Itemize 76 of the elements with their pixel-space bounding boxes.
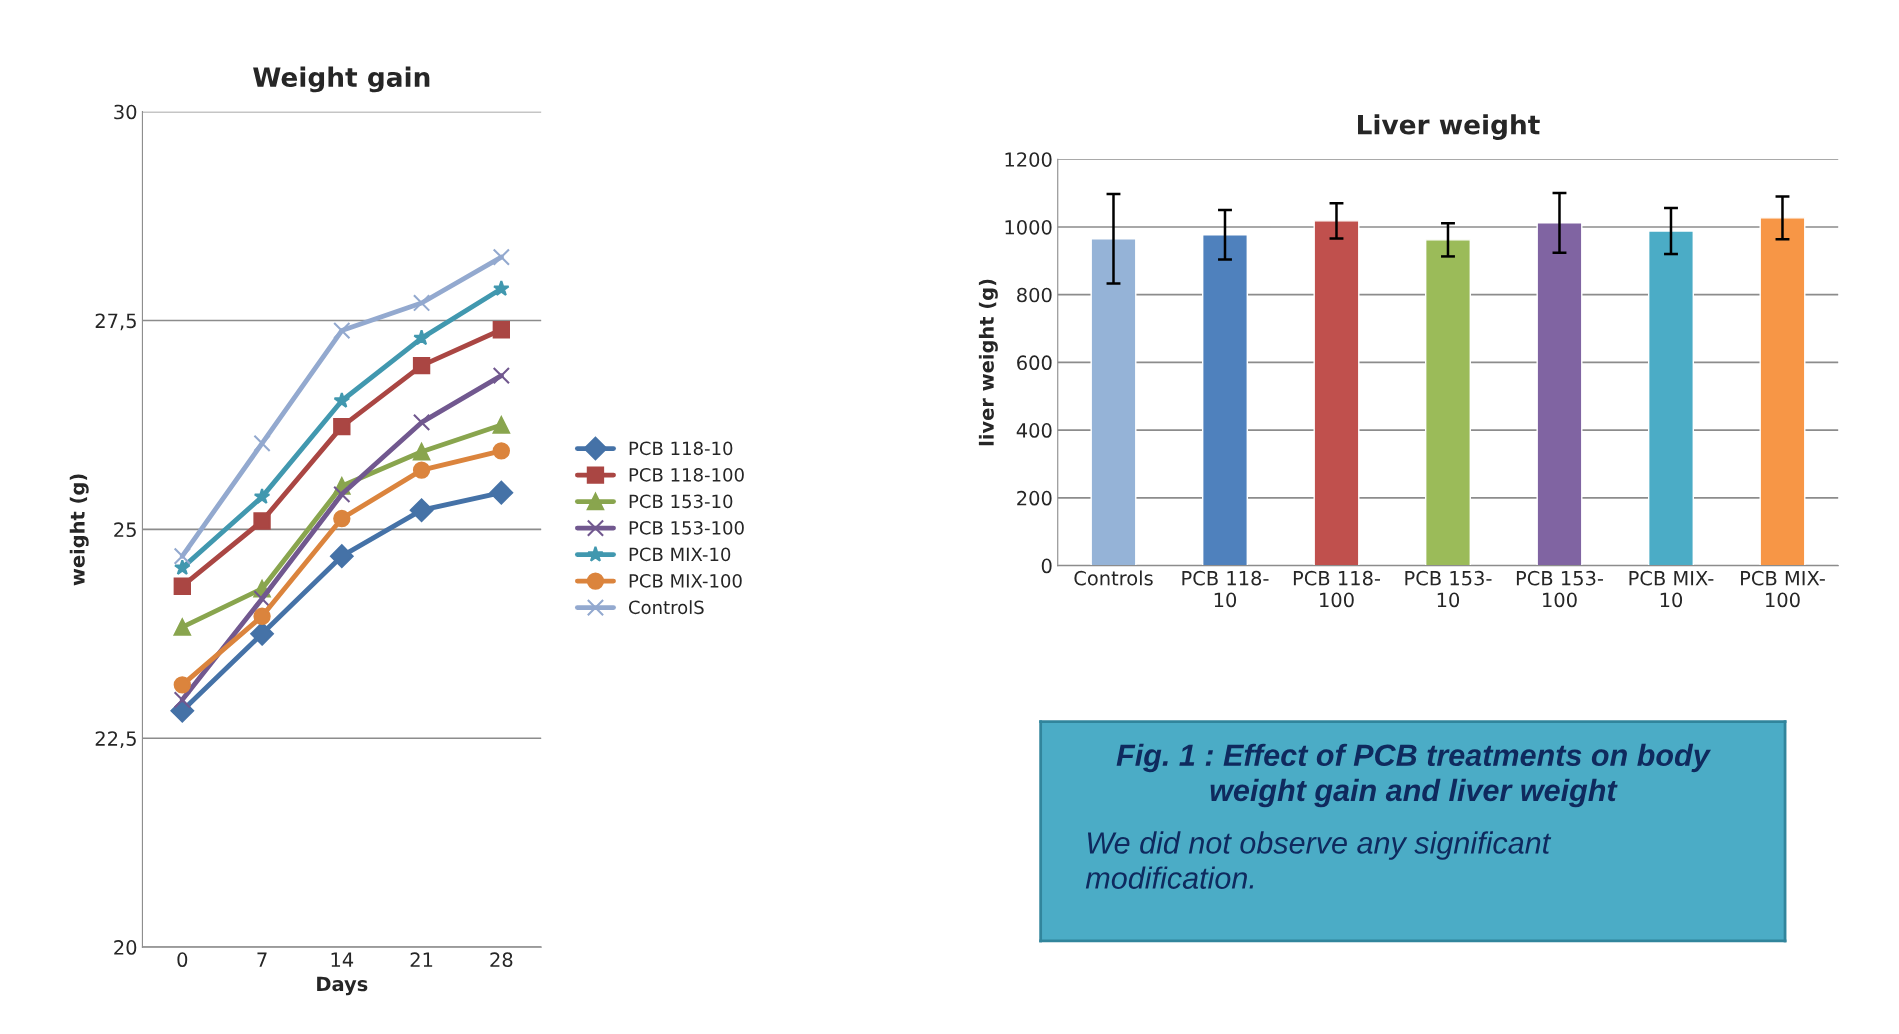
x-axis-title: Days bbox=[317, 976, 368, 996]
bar bbox=[1759, 217, 1806, 566]
point bbox=[333, 509, 351, 528]
y-tick-label: 0 bbox=[1041, 558, 1052, 574]
y-tick-label: 200 bbox=[1017, 490, 1052, 506]
y-axis-title: liver weight (g) bbox=[978, 279, 998, 446]
point bbox=[333, 392, 351, 408]
y-axis-title: weight (g) bbox=[69, 474, 89, 586]
legend-label: PCB MIX-10 bbox=[629, 547, 731, 562]
point bbox=[412, 461, 431, 479]
bar bbox=[1201, 234, 1248, 566]
point bbox=[253, 434, 271, 453]
y-tick-label: 1000 bbox=[1005, 219, 1052, 235]
x-tick-label: 14 bbox=[331, 952, 354, 967]
legend-label: ControlS bbox=[628, 600, 704, 615]
y-tick-label: 800 bbox=[1017, 287, 1052, 303]
point bbox=[173, 618, 191, 636]
point bbox=[250, 622, 274, 646]
y-tick-label: 22,5 bbox=[95, 731, 136, 748]
bar bbox=[1090, 238, 1137, 566]
y-tick-label: 1200 bbox=[1005, 152, 1052, 167]
point bbox=[173, 691, 191, 709]
point bbox=[493, 280, 510, 297]
point bbox=[409, 498, 434, 523]
point bbox=[253, 607, 271, 625]
point bbox=[492, 442, 511, 460]
bar bbox=[1313, 220, 1360, 566]
point bbox=[412, 294, 431, 312]
x-tick-label: PCB 118-100 bbox=[1293, 570, 1381, 608]
text: Fig. 1 : Effect of PCB treatments on body weight gain and liver weight bbox=[1116, 743, 1711, 808]
chart-title: Weight gain bbox=[253, 66, 430, 93]
text: We did not observe any significant modification. bbox=[1085, 831, 1552, 889]
x-tick-label: PCB 153-10 bbox=[1405, 570, 1492, 608]
point bbox=[173, 547, 191, 565]
y-tick-label: 20 bbox=[114, 940, 137, 955]
point bbox=[333, 485, 351, 503]
point bbox=[174, 559, 191, 576]
x-tick-label: 0 bbox=[177, 952, 188, 968]
x-tick-label: Controls bbox=[1074, 570, 1153, 586]
point bbox=[489, 480, 514, 505]
point bbox=[492, 248, 511, 266]
x-tick-label: 7 bbox=[257, 952, 267, 967]
point bbox=[173, 676, 191, 694]
point bbox=[333, 321, 351, 340]
y-tick-label: 25 bbox=[114, 522, 136, 538]
point bbox=[333, 417, 351, 436]
x-tick-label: PCB 118-10 bbox=[1182, 570, 1269, 608]
point bbox=[173, 577, 191, 595]
legend-label: PCB 118-10 bbox=[629, 441, 733, 456]
x-tick-label: PCB MIX-10 bbox=[1629, 570, 1714, 608]
y-tick-label: 600 bbox=[1017, 355, 1052, 371]
point bbox=[492, 367, 511, 385]
point bbox=[253, 512, 271, 530]
bar bbox=[1536, 222, 1583, 566]
legend-label: PCB 118-100 bbox=[629, 467, 744, 482]
point bbox=[492, 416, 511, 434]
y-tick-label: 27,5 bbox=[95, 313, 136, 331]
point bbox=[253, 590, 271, 608]
bar bbox=[1424, 239, 1471, 566]
point bbox=[412, 356, 431, 375]
point bbox=[413, 329, 430, 346]
y-tick-label: 400 bbox=[1016, 423, 1052, 438]
chart-title: Liver weight bbox=[1358, 114, 1540, 140]
bar bbox=[1647, 230, 1694, 566]
x-tick-label: PCB MIX-100 bbox=[1741, 570, 1825, 608]
x-tick-label: PCB 153-100 bbox=[1516, 570, 1604, 608]
legend-label: PCB 153-10 bbox=[629, 494, 733, 509]
point bbox=[412, 443, 431, 461]
y-tick-label: 30 bbox=[114, 104, 137, 120]
legend-label: PCB 153-100 bbox=[629, 520, 744, 535]
point bbox=[492, 321, 511, 339]
point bbox=[412, 413, 431, 432]
point bbox=[253, 488, 271, 505]
x-tick-label: 21 bbox=[410, 952, 433, 967]
x-tick-label: 28 bbox=[490, 952, 513, 968]
point bbox=[329, 544, 354, 568]
